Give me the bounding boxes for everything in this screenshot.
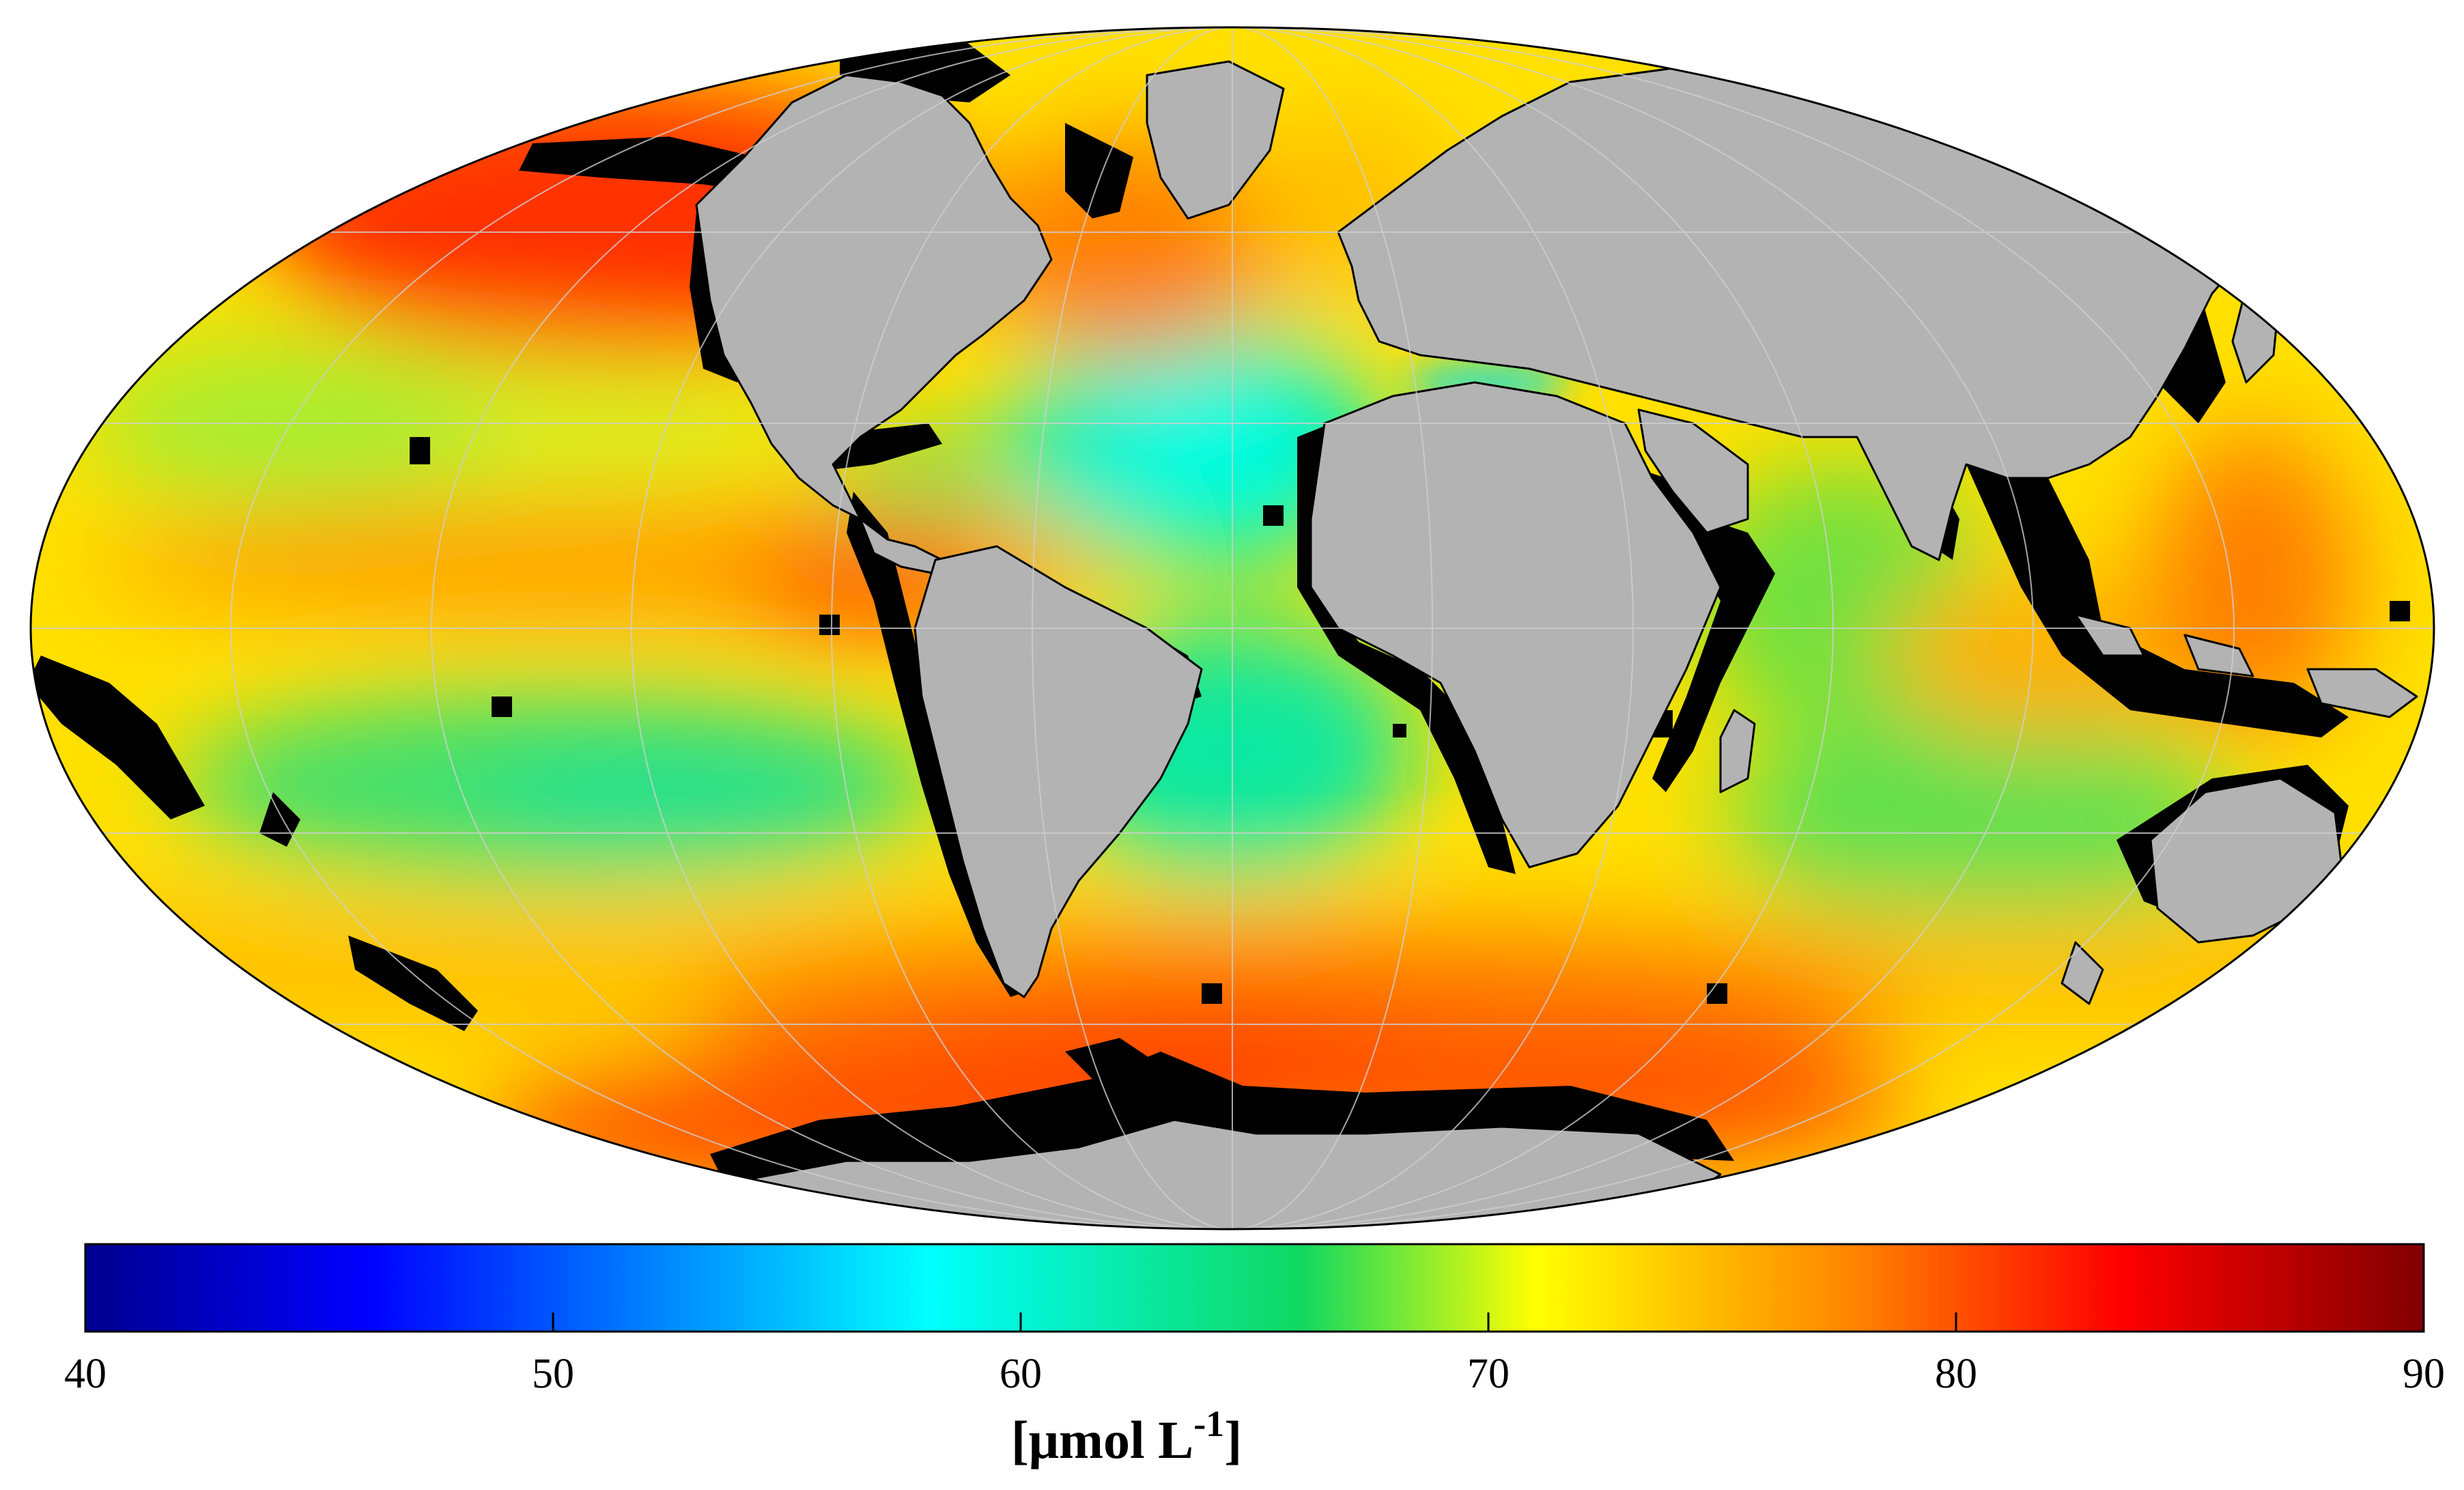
colorbar-unit-label: [μmol L-1] xyxy=(1011,1403,1242,1470)
arabian-peninsula xyxy=(1637,408,1749,534)
colorbar-tick-label: 90 xyxy=(2403,1351,2445,1397)
colorbar-tick-label: 70 xyxy=(1467,1351,1510,1397)
graticule xyxy=(31,27,2434,1229)
africa xyxy=(1309,381,1722,869)
colorbar-tick-label: 80 xyxy=(1935,1351,1977,1397)
colorbar-tick-label: 50 xyxy=(532,1351,574,1397)
colorbar-tick-labels: 40 50 60 70 80 90 xyxy=(64,1351,2445,1397)
colorbar-ticks xyxy=(84,1312,2425,1332)
madagascar xyxy=(1719,709,1756,793)
world-map xyxy=(29,26,2435,1231)
greenland xyxy=(1146,60,1285,220)
colorbar-tick-label: 60 xyxy=(1000,1351,1042,1397)
map-outline xyxy=(29,26,2435,1231)
colorbar-gradient xyxy=(84,1243,2425,1333)
continents xyxy=(695,60,2418,1229)
colorbar: 40 50 60 70 80 90 [μmol L-1] xyxy=(64,1243,2445,1470)
colorbar-tick-label: 40 xyxy=(64,1351,107,1397)
new-guinea xyxy=(2306,668,2418,718)
